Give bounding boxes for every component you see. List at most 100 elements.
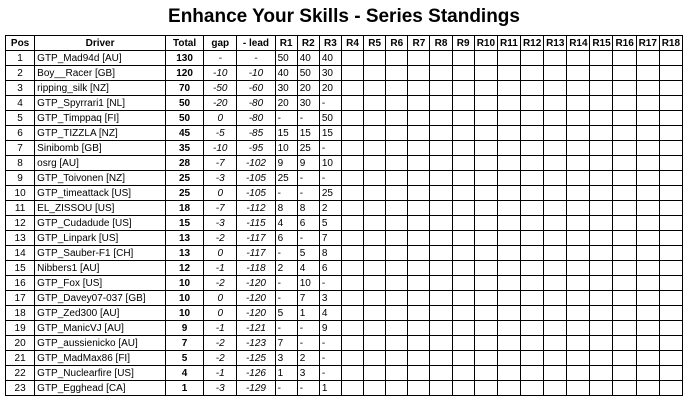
round-2-cell: - <box>296 185 320 201</box>
round-18-cell <box>658 155 684 171</box>
round-4-cell <box>340 230 365 246</box>
round-2-cell: 4 <box>296 260 320 276</box>
round-3-cell: 5 <box>318 215 342 231</box>
round-10-cell <box>473 110 498 126</box>
round-15-cell <box>589 305 614 321</box>
round-9-cell <box>451 335 475 351</box>
round-10-cell <box>473 155 498 171</box>
lead-cell: -117 <box>236 245 276 261</box>
round-10-cell <box>473 320 498 336</box>
round-2-cell: 6 <box>296 215 320 231</box>
round-6-cell <box>385 335 409 351</box>
round-2-cell: 25 <box>296 140 320 156</box>
col-header-r15: R15 <box>589 35 614 51</box>
round-12-cell <box>519 140 545 156</box>
total-cell: 18 <box>164 200 205 216</box>
round-5-cell <box>363 125 387 141</box>
round-4-cell <box>340 380 365 396</box>
round-14-cell <box>566 80 591 96</box>
round-5-cell <box>363 275 387 291</box>
round-8-cell <box>429 380 453 396</box>
total-cell: 15 <box>164 215 205 231</box>
round-18-cell <box>658 215 684 231</box>
total-cell: 10 <box>164 290 205 306</box>
round-12-cell <box>519 305 545 321</box>
round-3-cell: 2 <box>318 200 342 216</box>
round-8-cell <box>429 320 453 336</box>
round-11-cell <box>496 245 521 261</box>
round-2-cell: 15 <box>296 125 320 141</box>
round-6-cell <box>385 200 409 216</box>
round-3-cell: - <box>318 365 342 381</box>
driver-cell: GTP_aussienicko [AU] <box>34 335 166 351</box>
round-14-cell <box>566 50 591 66</box>
col-header-pos: Pos <box>4 35 36 51</box>
round-17-cell <box>635 185 660 201</box>
round-4-cell <box>340 260 365 276</box>
total-cell: 10 <box>164 305 205 321</box>
lead-cell: -112 <box>236 200 276 216</box>
round-14-cell <box>566 65 591 81</box>
round-12-cell <box>519 125 545 141</box>
round-8-cell <box>429 365 453 381</box>
round-15-cell <box>589 140 614 156</box>
round-13-cell <box>543 200 568 216</box>
round-7-cell <box>407 365 431 381</box>
round-2-cell: 2 <box>296 350 320 366</box>
lead-cell: -123 <box>236 335 276 351</box>
round-18-cell <box>658 140 684 156</box>
round-18-cell <box>658 125 684 141</box>
round-12-cell <box>519 365 545 381</box>
round-13-cell <box>543 350 568 366</box>
round-7-cell <box>407 95 431 111</box>
round-14-cell <box>566 305 591 321</box>
round-10-cell <box>473 260 498 276</box>
col-header-total: Total <box>164 35 205 51</box>
round-11-cell <box>496 200 521 216</box>
round-7-cell <box>407 80 431 96</box>
col-header-r12: R12 <box>519 35 545 51</box>
round-5-cell <box>363 155 387 171</box>
round-10-cell <box>473 140 498 156</box>
total-cell: 12 <box>164 260 205 276</box>
round-18-cell <box>658 350 684 366</box>
round-9-cell <box>451 215 475 231</box>
driver-cell: EL_ZISSOU [US] <box>34 200 166 216</box>
lead-cell: -10 <box>236 65 276 81</box>
pos-cell: 4 <box>4 95 36 111</box>
round-3-cell: - <box>318 335 342 351</box>
round-16-cell <box>612 305 637 321</box>
round-10-cell <box>473 290 498 306</box>
round-3-cell: 4 <box>318 305 342 321</box>
round-11-cell <box>496 335 521 351</box>
lead-cell: -120 <box>236 305 276 321</box>
round-5-cell <box>363 305 387 321</box>
round-11-cell <box>496 260 521 276</box>
round-7-cell <box>407 275 431 291</box>
round-9-cell <box>451 185 475 201</box>
round-3-cell: 40 <box>318 50 342 66</box>
round-16-cell <box>612 140 637 156</box>
round-13-cell <box>543 110 568 126</box>
round-18-cell <box>658 50 684 66</box>
round-15-cell <box>589 65 614 81</box>
round-11-cell <box>496 80 521 96</box>
round-11-cell <box>496 95 521 111</box>
round-9-cell <box>451 260 475 276</box>
pos-cell: 7 <box>4 140 36 156</box>
round-3-cell: 30 <box>318 65 342 81</box>
gap-cell: 0 <box>203 290 238 306</box>
round-17-cell <box>635 65 660 81</box>
lead-cell: -120 <box>236 275 276 291</box>
round-14-cell <box>566 185 591 201</box>
col-header-r6: R6 <box>385 35 409 51</box>
round-8-cell <box>429 260 453 276</box>
round-12-cell <box>519 335 545 351</box>
round-1-cell: 50 <box>274 50 298 66</box>
round-7-cell <box>407 185 431 201</box>
round-17-cell <box>635 275 660 291</box>
pos-cell: 1 <box>4 50 36 66</box>
round-15-cell <box>589 125 614 141</box>
table-row: 6 GTP_TIZZLA [NZ] 45 -5 -85 15 15 15 <box>4 125 684 141</box>
total-cell: 25 <box>164 170 205 186</box>
